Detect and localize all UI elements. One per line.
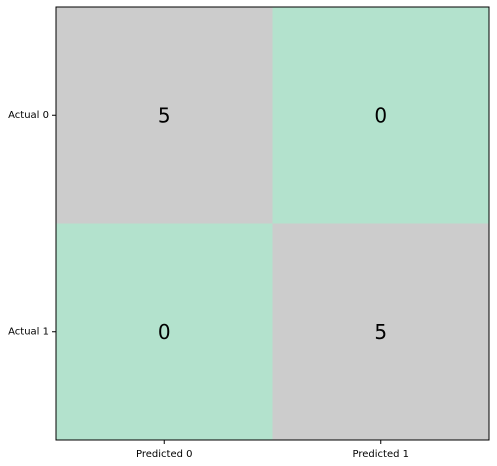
cell-value-r1-c1: 5 [374, 320, 387, 344]
y-tick-label-0: Actual 0 [8, 110, 49, 121]
y-tick-label-1: Actual 1 [8, 326, 49, 337]
heatmap-cell-r0-c1 [272, 7, 489, 224]
cell-value-r1-c0: 0 [158, 320, 171, 344]
cell-value-r0-c0: 5 [158, 103, 171, 127]
heatmap-cell-r1-c1 [272, 223, 489, 440]
heatmap-cell-r0-c0 [56, 7, 273, 224]
heatmap-cell-r1-c0 [56, 223, 273, 440]
values-layer: 5 0 0 5 [158, 103, 387, 344]
x-tick-label-0: Predicted 0 [136, 449, 192, 460]
cells-layer [56, 7, 489, 440]
x-tick-label-1: Predicted 1 [353, 449, 409, 460]
plot-frame [55, 6, 490, 441]
x-axis: Predicted 0 Predicted 1 [136, 440, 409, 460]
cell-value-r0-c1: 0 [374, 103, 387, 127]
y-axis: Actual 0 Actual 1 [8, 110, 56, 337]
